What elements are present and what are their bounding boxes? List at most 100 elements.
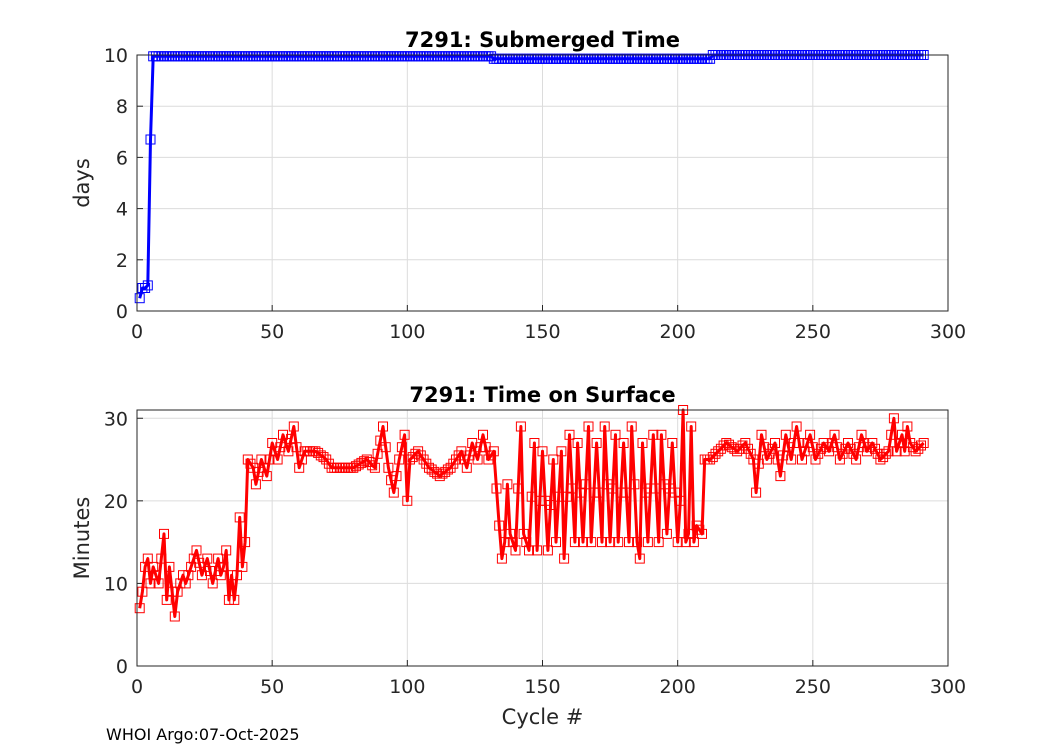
data-point bbox=[140, 561, 151, 572]
data-point bbox=[594, 487, 605, 498]
data-point bbox=[591, 438, 602, 448]
data-point bbox=[551, 537, 561, 548]
data-point bbox=[442, 464, 453, 475]
data-point bbox=[507, 537, 518, 548]
data-point bbox=[234, 512, 245, 523]
data-point bbox=[537, 446, 548, 457]
data-point bbox=[880, 448, 891, 459]
data-point bbox=[461, 462, 472, 473]
data-point bbox=[180, 578, 191, 589]
y-tick-label: 6 bbox=[116, 147, 128, 169]
data-point bbox=[499, 537, 510, 548]
data-point bbox=[642, 537, 653, 548]
axes-frame bbox=[136, 54, 949, 312]
data-point bbox=[491, 483, 502, 494]
data-point bbox=[553, 491, 564, 502]
data-point bbox=[521, 537, 532, 548]
x-tick-label: 0 bbox=[131, 676, 143, 698]
data-point bbox=[734, 443, 745, 454]
data-point bbox=[172, 586, 183, 597]
y-axis-label: Minutes bbox=[70, 497, 94, 580]
data-point bbox=[396, 442, 407, 453]
x-axis-label: Cycle # bbox=[502, 705, 584, 729]
y-tick-label: 10 bbox=[104, 573, 128, 595]
x-tick-label: 100 bbox=[389, 676, 425, 698]
data-point bbox=[375, 435, 386, 446]
data-point bbox=[296, 454, 307, 465]
x-tick-label: 50 bbox=[260, 676, 284, 698]
data-point bbox=[515, 421, 526, 432]
data-point bbox=[548, 454, 559, 465]
data-point bbox=[705, 53, 716, 64]
data-point bbox=[913, 443, 924, 454]
data-point bbox=[240, 537, 251, 548]
data-point bbox=[656, 429, 667, 440]
data-point bbox=[410, 448, 421, 459]
data-point bbox=[502, 479, 513, 490]
data-point bbox=[478, 429, 488, 440]
data-point bbox=[167, 586, 178, 597]
data-point bbox=[361, 454, 372, 465]
data-point bbox=[759, 442, 770, 453]
data-point bbox=[496, 553, 507, 564]
data-point bbox=[645, 483, 656, 494]
data-point bbox=[886, 429, 897, 440]
data-point bbox=[632, 537, 643, 548]
data-point bbox=[394, 454, 405, 465]
data-point bbox=[137, 586, 148, 597]
data-point bbox=[221, 545, 232, 556]
data-point bbox=[140, 283, 151, 293]
x-tick-label: 300 bbox=[930, 321, 966, 343]
data-point bbox=[613, 537, 624, 548]
data-point bbox=[399, 429, 410, 440]
data-point bbox=[894, 438, 905, 448]
data-point bbox=[575, 487, 586, 498]
data-point bbox=[572, 438, 583, 448]
data-point bbox=[705, 454, 716, 465]
data-point bbox=[805, 429, 816, 440]
y-tick-label: 8 bbox=[116, 96, 128, 118]
data-point bbox=[770, 438, 780, 448]
data-point bbox=[378, 421, 388, 432]
x-tick-label: 200 bbox=[660, 676, 696, 698]
data-point bbox=[697, 528, 707, 539]
data-point bbox=[580, 479, 591, 490]
data-point bbox=[405, 454, 415, 465]
data-point bbox=[488, 446, 499, 457]
data-point bbox=[634, 553, 645, 564]
data-point bbox=[626, 421, 637, 432]
y-tick-label: 10 bbox=[104, 45, 128, 67]
data-point bbox=[875, 454, 886, 465]
data-point bbox=[848, 448, 859, 459]
data-point bbox=[780, 429, 791, 440]
data-point bbox=[910, 446, 921, 457]
data-point bbox=[761, 454, 772, 465]
y-tick-label: 4 bbox=[116, 199, 128, 221]
data-point bbox=[213, 553, 224, 564]
data-point bbox=[829, 429, 840, 440]
data-point bbox=[164, 561, 175, 572]
data-point bbox=[159, 528, 169, 539]
x-tick-label: 250 bbox=[795, 676, 831, 698]
data-point bbox=[134, 603, 145, 614]
data-point bbox=[786, 454, 797, 465]
data-point bbox=[432, 468, 443, 479]
data-point bbox=[134, 293, 145, 304]
data-point bbox=[294, 462, 305, 473]
chart-title: 7291: Submerged Time bbox=[405, 28, 680, 52]
data-point bbox=[599, 421, 610, 432]
data-point bbox=[153, 578, 164, 589]
data-point bbox=[588, 487, 599, 498]
x-tick-label: 300 bbox=[930, 676, 966, 698]
data-point bbox=[486, 51, 497, 62]
x-tick-label: 150 bbox=[524, 676, 560, 698]
y-tick-label: 0 bbox=[116, 656, 128, 678]
x-tick-label: 0 bbox=[131, 321, 143, 343]
data-point bbox=[851, 454, 862, 465]
data-point bbox=[791, 421, 802, 432]
data-point bbox=[318, 452, 329, 463]
data-point bbox=[494, 520, 505, 531]
data-point bbox=[161, 594, 172, 605]
data-point bbox=[564, 429, 575, 440]
data-point bbox=[767, 443, 778, 454]
